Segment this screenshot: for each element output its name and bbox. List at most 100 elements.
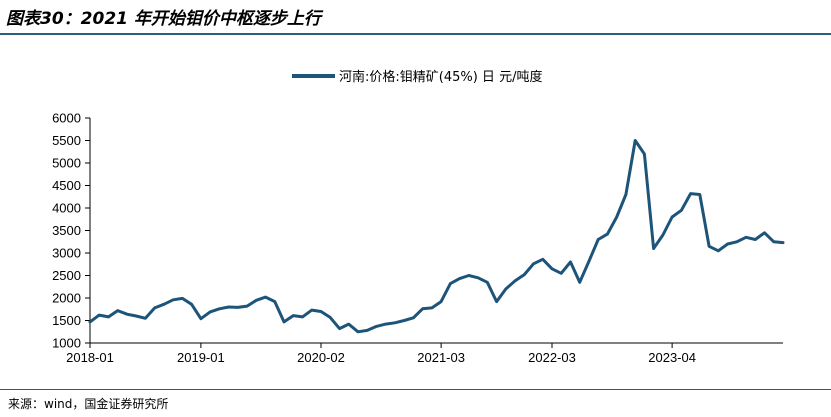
- data-point: [237, 306, 239, 309]
- data-point: [357, 331, 359, 333]
- y-tick-label: 5000: [52, 156, 81, 171]
- data-point: [144, 317, 147, 320]
- data-point: [126, 313, 128, 316]
- data-point: [597, 238, 599, 241]
- footer-divider: [0, 389, 831, 390]
- data-point: [615, 216, 618, 218]
- data-point: [505, 288, 507, 290]
- data-point: [366, 329, 369, 332]
- data-point: [588, 260, 590, 262]
- legend-label: 河南:价格:钼精矿(45%) 日 元/吨度: [339, 69, 542, 85]
- y-tick-label: 4000: [52, 201, 81, 216]
- data-point: [320, 310, 322, 313]
- data-point: [394, 322, 396, 324]
- data-point: [606, 233, 609, 235]
- line-chart: 河南:价格:钼精矿(45%) 日 元/吨度 1000 1500 2000 2500 30…: [52, 69, 785, 365]
- data-point: [421, 308, 424, 310]
- data-point: [560, 272, 562, 275]
- data-point: [680, 209, 683, 212]
- data-point: [255, 299, 258, 302]
- x-tick-label: 2021-03: [417, 350, 465, 365]
- title-divider: [0, 33, 831, 35]
- y-tick-label: 2500: [52, 268, 81, 283]
- data-point: [625, 193, 627, 196]
- data-point: [264, 296, 267, 298]
- data-point: [514, 280, 516, 282]
- data-point: [551, 268, 553, 270]
- data-point: [699, 193, 701, 196]
- data-point: [209, 311, 211, 313]
- source-note: 来源：wind，国金证券研究所: [8, 397, 169, 411]
- series-layer: [88, 139, 785, 334]
- data-point: [763, 232, 766, 234]
- data-point: [643, 153, 646, 155]
- data-point: [218, 308, 221, 310]
- data-point: [671, 216, 673, 218]
- y-tick-label: 2000: [52, 291, 81, 306]
- data-point: [689, 192, 692, 195]
- y-ticks: 1000 1500 2000 2500 3000 3500 4000 4500 5000 5500…: [52, 111, 90, 351]
- series-line-molybdenum-price: [88, 139, 785, 334]
- y-tick-label: 4500: [52, 178, 81, 193]
- data-point: [172, 299, 174, 301]
- data-point: [662, 234, 664, 236]
- data-point: [181, 297, 184, 300]
- y-tick-label: 3000: [52, 246, 81, 261]
- data-point: [523, 273, 526, 276]
- data-point: [652, 247, 655, 250]
- data-point: [717, 250, 720, 252]
- data-point: [726, 243, 729, 245]
- data-point: [384, 323, 387, 325]
- y-tick-label: 3500: [52, 223, 81, 238]
- data-point: [190, 303, 193, 306]
- data-point: [745, 236, 747, 239]
- data-point: [301, 316, 304, 318]
- data-point: [163, 303, 165, 306]
- data-point: [708, 245, 710, 248]
- data-point: [578, 281, 581, 284]
- data-point: [569, 261, 572, 263]
- data-point: [98, 314, 100, 316]
- x-tick-label: 2019-01: [177, 350, 225, 365]
- data-point: [403, 319, 406, 322]
- data-point: [532, 263, 535, 265]
- data-point: [468, 274, 470, 277]
- x-tick-label: 2023-04: [648, 350, 696, 365]
- x-tick-label: 2018-01: [66, 350, 114, 365]
- data-point: [347, 323, 350, 325]
- data-point: [477, 277, 479, 279]
- x-tick-label: 2022-03: [528, 350, 576, 365]
- data-point: [412, 317, 415, 319]
- data-point: [311, 309, 313, 311]
- data-point: [329, 316, 332, 319]
- data-point: [135, 315, 137, 317]
- data-point: [449, 282, 452, 285]
- data-point: [782, 241, 784, 244]
- data-point: [486, 281, 489, 284]
- data-point: [542, 258, 544, 261]
- data-point: [754, 238, 757, 241]
- y-tick-label: 6000: [52, 111, 81, 126]
- data-point: [773, 241, 775, 243]
- data-point: [736, 241, 738, 243]
- data-point: [89, 321, 91, 323]
- y-tick-label: 5500: [52, 133, 81, 148]
- data-point: [292, 314, 295, 317]
- data-point: [338, 327, 341, 330]
- data-point: [200, 317, 202, 320]
- figure-title: 图表30：2021 年开始钼价中枢逐步上行: [6, 9, 321, 29]
- data-point: [274, 300, 276, 303]
- legend: 河南:价格:钼精矿(45%) 日 元/吨度: [292, 69, 542, 85]
- data-point: [495, 300, 498, 303]
- data-point: [283, 321, 285, 323]
- data-point: [634, 139, 636, 142]
- x-ticks: 2018-01 2019-01 2020-02 2021-03 2022-03 2023-…: [66, 343, 696, 365]
- data-point: [116, 309, 119, 312]
- data-point: [107, 316, 110, 318]
- data-point: [431, 307, 433, 309]
- data-point: [458, 277, 461, 280]
- data-point: [227, 306, 230, 308]
- data-point: [375, 325, 378, 328]
- y-tick-label: 1500: [52, 313, 81, 328]
- x-tick-label: 2020-02: [297, 350, 345, 365]
